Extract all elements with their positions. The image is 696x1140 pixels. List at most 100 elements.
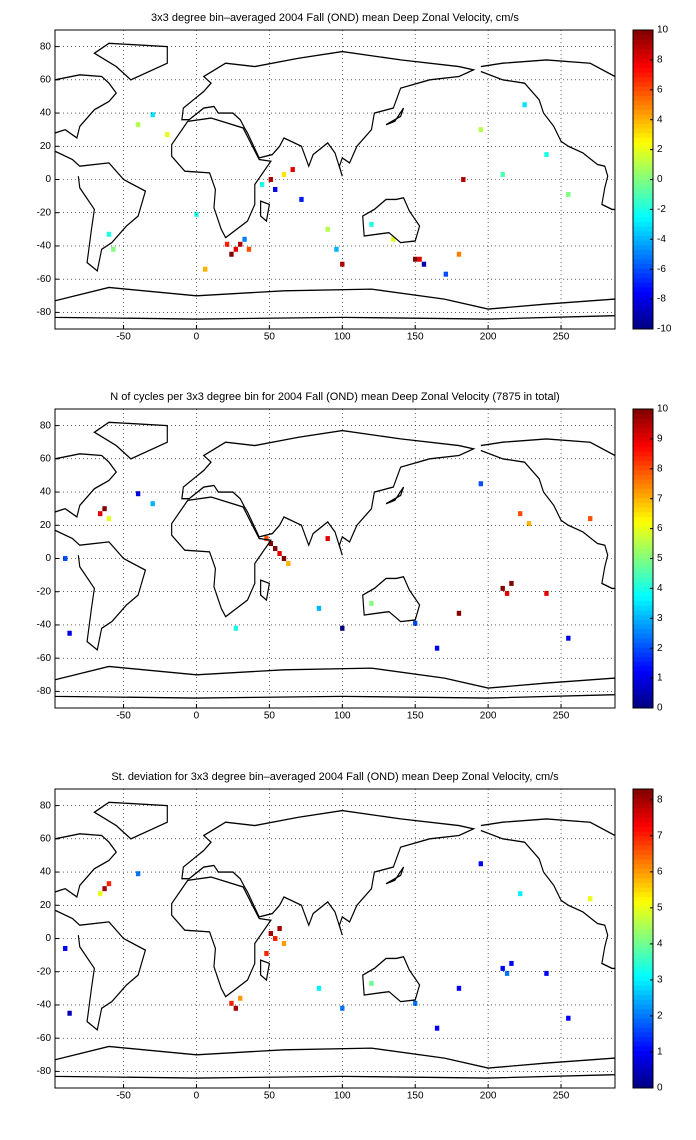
- colorbar-segment: [633, 929, 653, 935]
- cell: [233, 625, 239, 631]
- colorbar-segment: [633, 1003, 653, 1010]
- colorbar-segment: [633, 427, 653, 433]
- y-tick-label: -40: [37, 620, 52, 631]
- cell: [268, 541, 274, 547]
- colorbar-tick-label: 5: [657, 553, 663, 564]
- cell: [106, 516, 112, 522]
- colorbar-tick-label: 0: [657, 703, 663, 714]
- y-tick-label: -60: [37, 274, 52, 285]
- y-tick-label: 40: [40, 487, 52, 498]
- colorbar-segment: [633, 254, 653, 260]
- colorbar-segment: [633, 651, 653, 658]
- colorbar-segment: [633, 577, 653, 583]
- cell: [456, 251, 462, 257]
- colorbar-segment: [633, 530, 653, 536]
- cell: [273, 546, 278, 552]
- colorbar-segment: [633, 628, 653, 634]
- cell: [456, 610, 462, 616]
- y-tick-label: 60: [40, 833, 52, 844]
- colorbar-segment: [633, 1022, 653, 1028]
- cell: [135, 871, 141, 877]
- y-tick-label: 0: [45, 174, 51, 185]
- colorbar-segment: [633, 469, 653, 475]
- colorbar-segment: [633, 980, 653, 986]
- cell: [334, 246, 339, 252]
- cell: [281, 940, 287, 946]
- colorbar-tick-label: 10: [657, 404, 669, 415]
- colorbar-frame: [632, 788, 654, 1089]
- colorbar-segment: [633, 146, 653, 152]
- colorbar-segment: [633, 609, 653, 616]
- cell: [63, 556, 68, 561]
- colorbar-segment: [633, 132, 653, 138]
- x-tick-label: 50: [264, 332, 276, 343]
- colorbar-tick-label: 9: [657, 434, 663, 445]
- cell: [504, 970, 510, 976]
- cell: [102, 506, 107, 512]
- cell: [273, 186, 278, 192]
- y-tick-label: 60: [40, 453, 52, 464]
- cell: [504, 590, 510, 596]
- colorbar-segment: [633, 179, 653, 185]
- cell: [413, 620, 418, 626]
- colorbar-segment: [633, 863, 653, 869]
- colorbar-tick-label: -2: [657, 204, 666, 215]
- colorbar-segment: [633, 535, 653, 541]
- colorbar-segment: [633, 803, 653, 809]
- y-tick-label: -80: [37, 307, 52, 318]
- colorbar-segment: [633, 418, 653, 424]
- colorbar-segment: [633, 198, 653, 204]
- colorbar-segment: [633, 1036, 653, 1042]
- colorbar-segment: [633, 586, 653, 592]
- colorbar-segment: [633, 619, 653, 625]
- x-tick-label: 0: [194, 711, 200, 722]
- y-tick-label: -80: [37, 686, 52, 697]
- colorbar-segment: [633, 118, 653, 124]
- colorbar-segment: [633, 160, 653, 166]
- cell: [566, 1015, 571, 1021]
- colorbar-segment: [633, 300, 653, 307]
- colorbar-segment: [633, 647, 653, 653]
- colorbar-segment: [633, 483, 653, 489]
- cell: [316, 605, 322, 611]
- colorbar-segment: [633, 605, 653, 611]
- colorbar-segment: [633, 437, 653, 443]
- colorbar-segment: [633, 226, 653, 232]
- colorbar-tick-label: -4: [657, 234, 666, 245]
- colorbar-segment: [633, 1027, 653, 1033]
- colorbar-segment: [633, 44, 653, 50]
- colorbar-segment: [633, 1013, 653, 1019]
- colorbar-segment: [633, 812, 653, 818]
- colorbar-tick-label: 2: [657, 144, 663, 155]
- colorbar-segment: [633, 511, 653, 517]
- colorbar-segment: [633, 249, 653, 255]
- cell: [421, 261, 427, 267]
- colorbar-segment: [633, 413, 653, 419]
- colorbar-segment: [633, 39, 653, 45]
- x-tick-label: 200: [480, 711, 497, 722]
- x-tick-label: 50: [264, 1091, 276, 1102]
- colorbar-segment: [633, 1073, 653, 1080]
- colorbar-segment: [633, 633, 653, 639]
- colorbar-segment: [633, 675, 653, 681]
- colorbar-segment: [633, 1045, 653, 1052]
- colorbar-segment: [633, 845, 653, 851]
- colorbar-segment: [633, 188, 653, 195]
- colorbar-segment: [633, 137, 653, 143]
- colorbar-segment: [633, 221, 653, 227]
- cell: [281, 172, 287, 178]
- colorbar-segment: [633, 703, 653, 709]
- colorbar-segment: [633, 614, 653, 620]
- colorbar-segment: [633, 1050, 653, 1056]
- cell: [98, 891, 103, 897]
- y-tick-label: -40: [37, 241, 52, 252]
- x-tick-label: 150: [407, 332, 424, 343]
- colorbar-segment: [633, 446, 653, 452]
- colorbar-segment: [633, 679, 653, 686]
- colorbar-segment: [633, 817, 653, 823]
- colorbar-segment: [633, 296, 653, 302]
- colorbar-segment: [633, 1031, 653, 1038]
- colorbar-segment: [633, 971, 653, 977]
- colorbar-segment: [633, 465, 653, 471]
